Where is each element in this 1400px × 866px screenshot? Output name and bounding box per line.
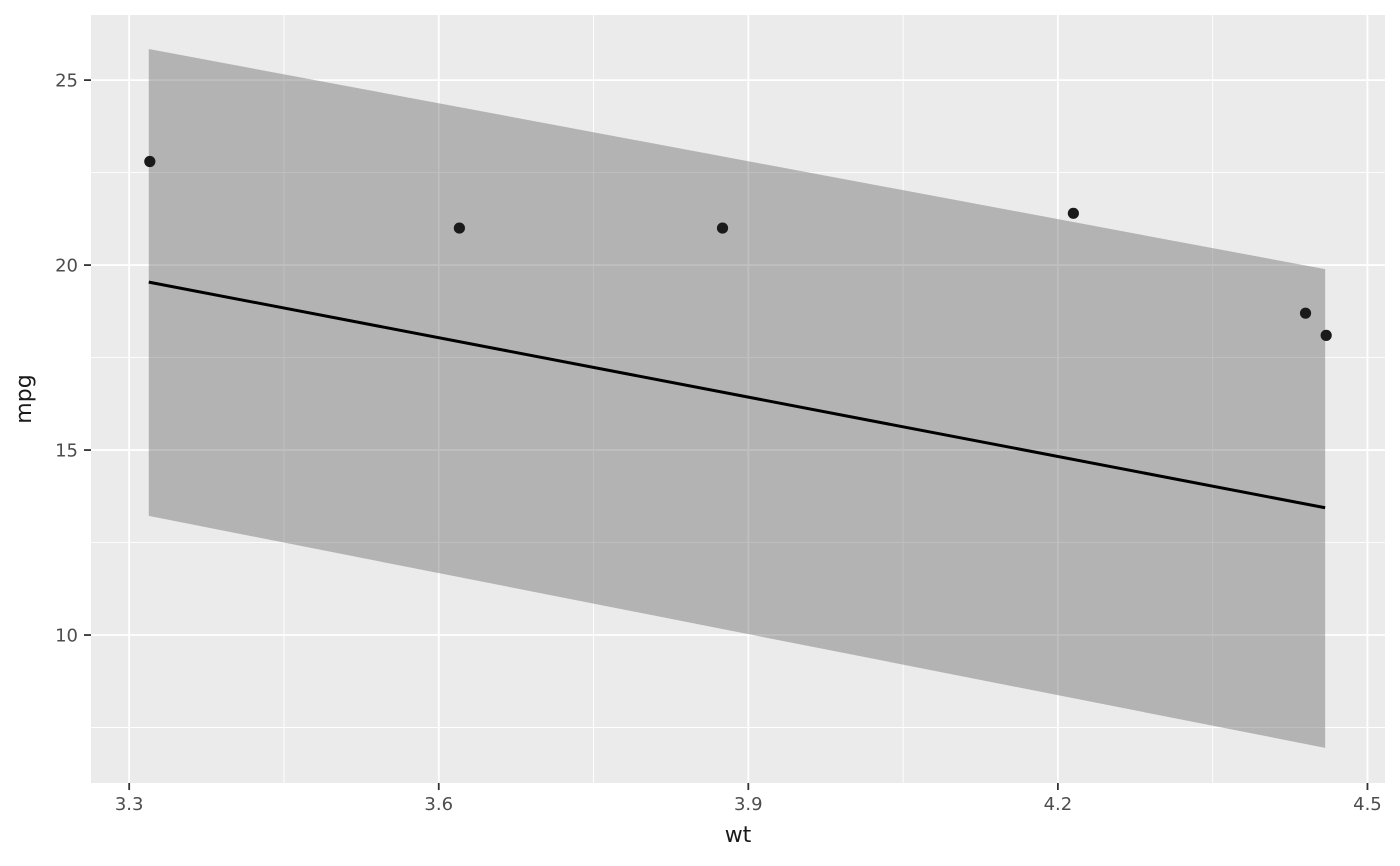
data-point [453,222,465,234]
confidence-ribbon [148,49,1326,748]
x-tick-label: 4.2 [1044,794,1073,815]
x-tick-label: 3.9 [734,794,763,815]
y-tick-label: 20 [55,256,78,277]
major-gridlines [91,15,1385,783]
y-tick-label: 25 [55,71,78,92]
x-axis-title: wt [724,823,752,848]
data-point [716,222,729,234]
data-point [144,155,156,168]
x-tick-label: 3.3 [115,794,144,815]
plot-panel [91,15,1385,783]
y-tick-label: 10 [55,626,78,647]
x-tick-label: 4.5 [1353,794,1382,815]
minor-gridlines [91,15,1385,783]
data-points [144,155,1332,341]
data-point [1299,307,1312,319]
x-tick-label: 3.6 [424,794,453,815]
y-tick-label: 15 [55,441,78,462]
data-point [1320,329,1332,341]
y-axis-title: mpg [12,374,37,424]
data-point [1067,207,1079,219]
y-axis: 10 15 20 25 [55,71,91,647]
regression-line [148,280,1326,510]
x-axis: 3.3 3.6 3.9 4.2 4.5 [115,783,1382,815]
